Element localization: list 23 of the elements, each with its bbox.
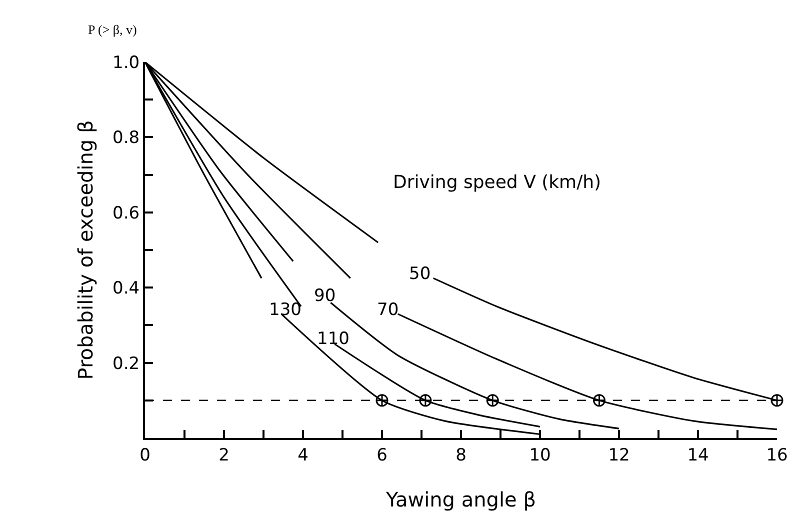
series-label: 110	[317, 329, 350, 349]
x-tick-label: 0	[140, 445, 150, 466]
x-tick-label: 8	[456, 445, 466, 466]
x-tick-label: 14	[687, 445, 709, 466]
y-tick-label: 0.8	[112, 128, 140, 148]
x-tick-label: 2	[218, 445, 230, 466]
series-label: 130	[269, 300, 302, 320]
text: P (> β, v)	[88, 22, 137, 37]
y-tick-label: 0.6	[112, 203, 140, 224]
y-axis-title: Probability of exceeding β	[74, 120, 98, 380]
x-axis-title: Yawing angle β	[385, 487, 536, 512]
y-tick-label: 1.0	[112, 52, 140, 73]
x-tick-label: 6	[376, 445, 388, 466]
series-label: 50	[409, 264, 431, 284]
y-tick-label: 0.4	[112, 278, 140, 299]
x-tick-label: 12	[608, 445, 630, 466]
y-tick-label: 0.2	[112, 354, 140, 374]
annotation: Driving speed V (km/h)	[393, 172, 602, 193]
series-label: 90	[314, 286, 336, 306]
x-tick-label: 10	[529, 445, 551, 466]
x-tick-label: 4	[298, 445, 308, 466]
series-label: 70	[377, 300, 399, 320]
x-tick-label: 16	[766, 445, 788, 466]
